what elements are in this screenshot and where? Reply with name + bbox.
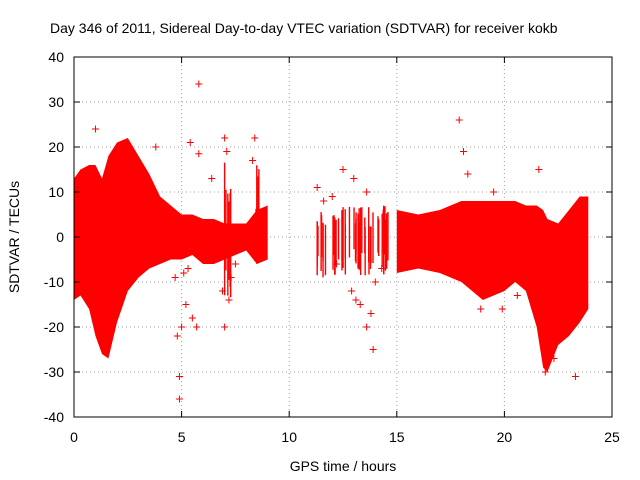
data-point bbox=[371, 278, 379, 286]
data-point bbox=[152, 143, 160, 151]
data-point bbox=[221, 134, 229, 142]
x-tick-label: 0 bbox=[70, 429, 78, 445]
data-band-evening bbox=[396, 196, 589, 372]
data-point bbox=[173, 332, 181, 340]
axis-ticks: 0 5 10 15 20 25 -40 -30 -20 -10 0 10 20 30 40 bbox=[44, 49, 620, 445]
x-tick-label: 10 bbox=[281, 429, 297, 445]
data-point bbox=[178, 323, 186, 331]
y-tick-label: 40 bbox=[48, 49, 64, 65]
data-point bbox=[227, 274, 235, 281]
data-point bbox=[186, 139, 194, 146]
data-point bbox=[195, 150, 203, 158]
data-point bbox=[339, 166, 347, 173]
data-point bbox=[195, 80, 203, 88]
data-point bbox=[477, 305, 485, 313]
data-point bbox=[175, 373, 183, 380]
data-point bbox=[513, 292, 521, 299]
data-point bbox=[550, 355, 558, 362]
y-tick-label: -40 bbox=[44, 409, 64, 425]
data-point bbox=[188, 314, 196, 322]
data-point bbox=[251, 134, 259, 142]
data-point bbox=[363, 323, 371, 331]
data-point bbox=[171, 274, 179, 281]
y-tick-label: 30 bbox=[48, 94, 64, 110]
data-point bbox=[356, 301, 364, 308]
y-tick-label: -20 bbox=[44, 319, 64, 335]
data-series bbox=[74, 80, 589, 403]
data-point bbox=[490, 188, 498, 196]
data-point bbox=[92, 125, 100, 133]
x-tick-label: 20 bbox=[497, 429, 513, 445]
data-point bbox=[363, 188, 371, 196]
x-tick-label: 5 bbox=[178, 429, 186, 445]
data-point bbox=[184, 265, 192, 272]
y-axis-label: SDTVAR / TECUs bbox=[6, 181, 22, 293]
data-point bbox=[333, 260, 341, 268]
data-point bbox=[328, 193, 336, 200]
data-point bbox=[455, 116, 463, 124]
data-point bbox=[208, 175, 216, 182]
data-point bbox=[182, 301, 190, 308]
data-point bbox=[223, 148, 231, 155]
y-tick-label: 10 bbox=[48, 184, 64, 200]
data-point bbox=[320, 197, 328, 205]
data-point bbox=[175, 395, 183, 403]
data-point bbox=[571, 373, 579, 380]
data-point bbox=[193, 323, 201, 331]
x-tick-label: 15 bbox=[389, 429, 405, 445]
data-point bbox=[369, 346, 377, 353]
data-point bbox=[249, 157, 257, 164]
data-point bbox=[350, 175, 358, 182]
data-band-morning bbox=[74, 138, 268, 359]
y-tick-label: 20 bbox=[48, 139, 64, 155]
data-point bbox=[367, 310, 375, 317]
data-point bbox=[180, 269, 188, 277]
x-axis-label: GPS time / hours bbox=[290, 458, 397, 474]
data-point bbox=[231, 260, 239, 268]
data-point bbox=[352, 296, 360, 304]
data-point bbox=[541, 368, 549, 376]
data-point bbox=[348, 287, 356, 295]
data-point bbox=[460, 148, 468, 155]
chart-title: Day 346 of 2011, Sidereal Day-to-day VTE… bbox=[50, 20, 558, 36]
x-tick-label: 25 bbox=[604, 429, 620, 445]
data-point bbox=[464, 170, 472, 178]
data-point bbox=[221, 323, 229, 331]
data-point bbox=[535, 166, 543, 173]
data-point bbox=[225, 296, 233, 304]
y-tick-label: 0 bbox=[56, 229, 64, 245]
data-point bbox=[378, 265, 386, 272]
data-point bbox=[313, 184, 321, 191]
data-point bbox=[218, 287, 226, 295]
y-tick-label: -10 bbox=[44, 274, 64, 290]
y-tick-label: -30 bbox=[44, 364, 64, 380]
data-point bbox=[498, 305, 506, 313]
